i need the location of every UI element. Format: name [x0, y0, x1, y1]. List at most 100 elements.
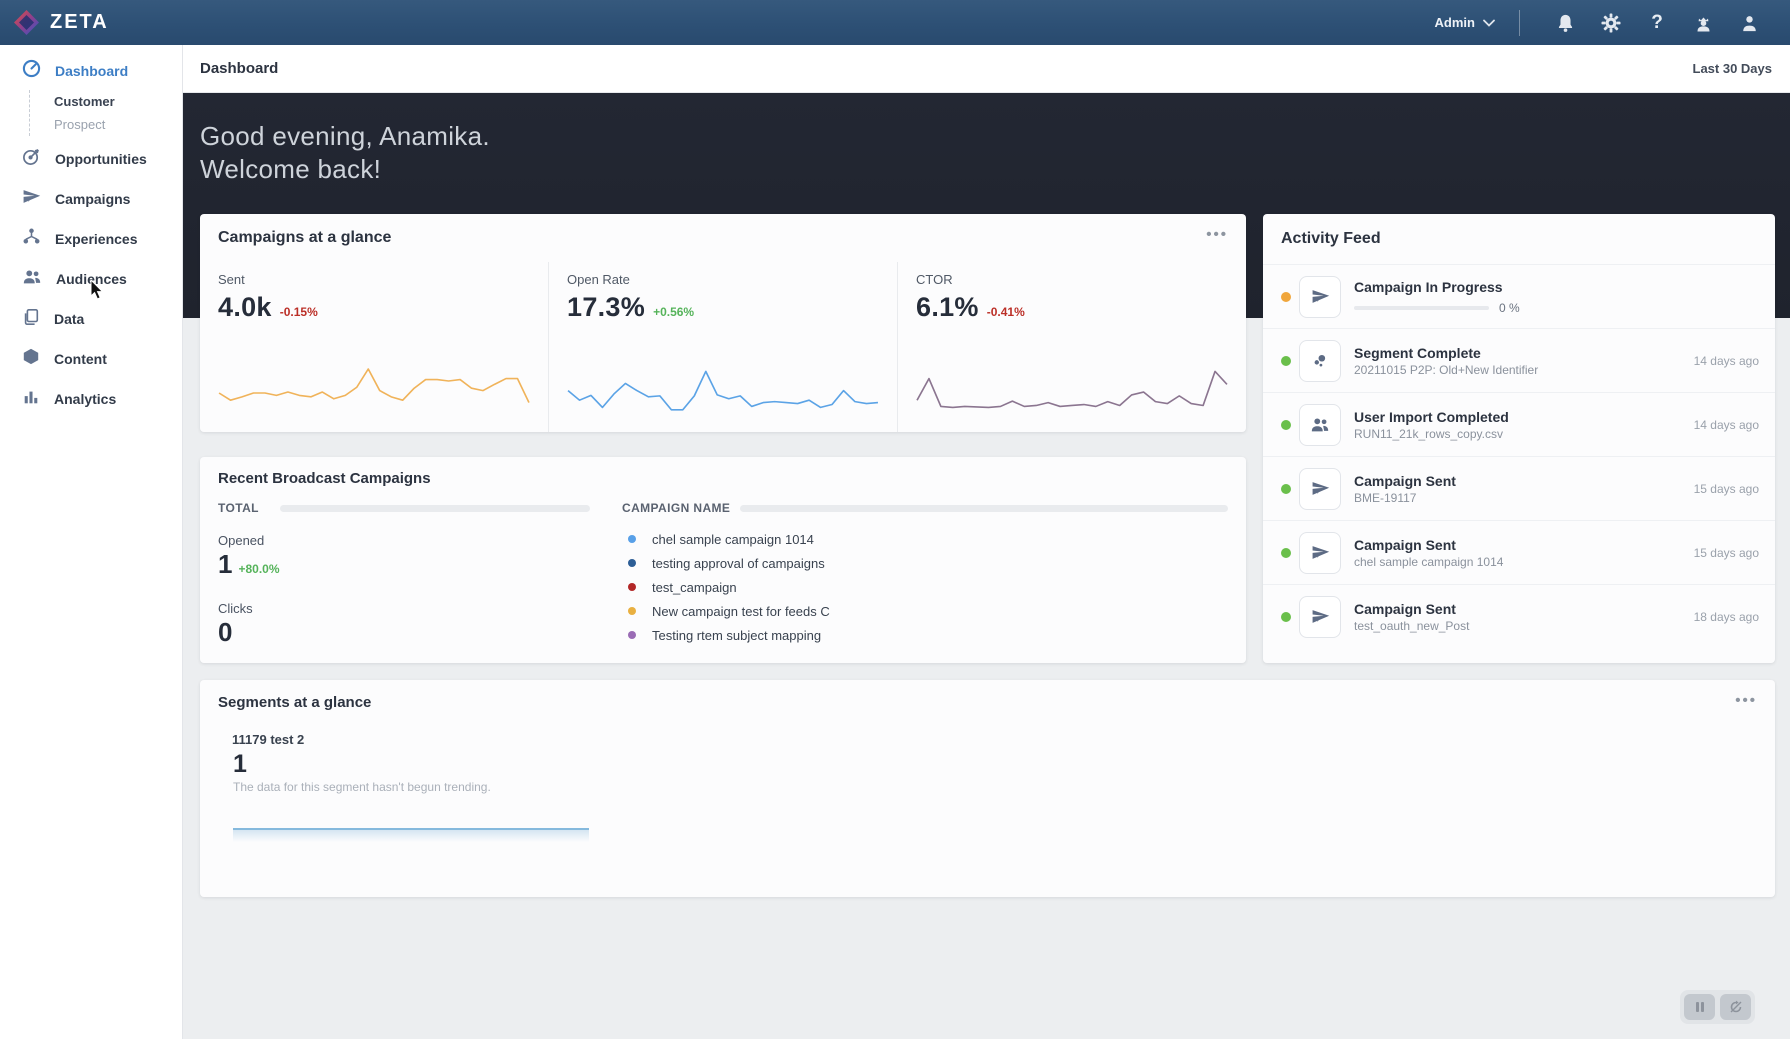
campaign-name-header-bar	[740, 505, 1228, 512]
sidebar-item-campaigns[interactable]: Campaigns	[0, 186, 182, 212]
status-dot	[1281, 291, 1291, 302]
activity-subtitle: chel sample campaign 1014	[1354, 554, 1504, 569]
metric-label: Sent	[218, 272, 245, 287]
users-icon	[1299, 403, 1341, 446]
hierarchy-icon	[22, 227, 41, 251]
activity-title: Campaign Sent	[1354, 600, 1456, 617]
sidebar-subitem-prospect[interactable]: Prospect	[54, 117, 106, 132]
metric-value: 4.0k	[218, 292, 272, 322]
activity-feed-item[interactable]: Campaign Sent chel sample campaign 1014 …	[1263, 520, 1775, 584]
paper-plane-icon	[1299, 531, 1341, 574]
activity-feed-title: Activity Feed	[1281, 230, 1381, 247]
admin-label: Admin	[1434, 15, 1475, 30]
paper-plane-icon	[1299, 595, 1341, 638]
welcome-message: Good evening, Anamika. Welcome back!	[200, 120, 490, 187]
navbar-right: Admin	[1435, 9, 1790, 36]
campaign-list-item[interactable]: testing approval of campaigns	[628, 551, 830, 575]
sidebar-item-data[interactable]: Data	[0, 306, 182, 332]
campaign-list-item[interactable]: Testing rtem subject mapping	[628, 623, 830, 647]
bars-icon	[22, 388, 40, 411]
activity-feed-item[interactable]: Campaign Sent BME-19117 15 days ago	[1263, 456, 1775, 520]
activity-title: Segment Complete	[1354, 344, 1481, 361]
total-column-header: TOTAL	[218, 501, 259, 515]
segment-sparkline	[232, 808, 590, 848]
campaign-name: chel sample campaign 1014	[652, 531, 814, 547]
campaigns-glance-title: Campaigns at a glance	[218, 229, 392, 246]
total-header-bar	[280, 505, 590, 512]
activity-feed-item[interactable]: Campaign Sent test_oauth_new_Post 18 day…	[1263, 584, 1775, 648]
activity-subtitle: 20211015 P2P: Old+New Identifier	[1354, 362, 1539, 377]
campaign-list-item[interactable]: test_campaign	[628, 575, 830, 599]
zeta-logo-icon	[14, 10, 39, 35]
admin-user-icon[interactable]	[1680, 13, 1726, 33]
welcome-line2: Welcome back!	[200, 154, 382, 185]
campaign-name: New campaign test for feeds C	[652, 603, 830, 619]
activity-title: Campaign Sent	[1354, 472, 1456, 489]
clicks-label: Clicks	[218, 601, 253, 616]
activity-feed-item[interactable]: Segment Complete 20211015 P2P: Old+New I…	[1263, 328, 1775, 392]
activity-timestamp: 14 days ago	[1693, 353, 1759, 368]
activity-subtitle: test_oauth_new_Post	[1354, 618, 1470, 633]
segment-name: 11179 test 2	[232, 732, 305, 747]
sidebar-item-audiences[interactable]: Audiences	[0, 266, 182, 292]
target-icon	[22, 147, 41, 171]
opened-delta: +80.0%	[238, 562, 280, 576]
status-dot	[1281, 611, 1291, 622]
paper-plane-icon	[22, 187, 41, 211]
activity-feed-list: Campaign In Progress 0 % Segment Complet…	[1263, 264, 1775, 648]
sidebar-item-experiences[interactable]: Experiences	[0, 226, 182, 252]
metric-ctor: CTOR 6.1% -0.41%	[897, 262, 1246, 432]
campaigns-glance-menu-icon[interactable]: •••	[1206, 226, 1228, 243]
activity-feed-item[interactable]: Campaign In Progress 0 %	[1263, 264, 1775, 328]
campaign-name: testing approval of campaigns	[652, 555, 825, 571]
sidebar-item-label: Analytics	[54, 391, 117, 407]
files-icon	[22, 308, 40, 331]
metric-value: 17.3%	[567, 292, 646, 322]
dashboard-refresh-controls	[1680, 990, 1755, 1024]
refresh-disabled-button[interactable]	[1720, 994, 1751, 1020]
campaign-name-column-header: CAMPAIGN NAME	[622, 501, 731, 515]
metric-open-rate: Open Rate 17.3% +0.56%	[548, 262, 897, 432]
sidebar-item-label: Content	[54, 351, 107, 367]
status-dot	[1281, 483, 1291, 494]
campaign-color-dot	[628, 559, 636, 567]
help-icon[interactable]: ?	[1651, 11, 1663, 33]
campaign-color-dot	[628, 535, 636, 543]
brand[interactable]: ZETA	[0, 9, 109, 36]
settings-icon[interactable]	[1588, 13, 1634, 33]
activity-title: User Import Completed	[1354, 408, 1509, 425]
activity-feed-item[interactable]: User Import Completed RUN11_21k_rows_cop…	[1263, 392, 1775, 456]
campaigns-glance-card: Campaigns at a glance ••• Sent 4.0k -0.1…	[200, 214, 1246, 432]
navbar-divider	[1519, 9, 1520, 36]
sidebar-item-analytics[interactable]: Analytics	[0, 386, 182, 412]
sidebar-item-content[interactable]: Content	[0, 346, 182, 372]
sidebar-item-opportunities[interactable]: Opportunities	[0, 146, 182, 172]
metric-sparkline	[218, 364, 530, 420]
campaign-color-dot	[628, 583, 636, 591]
sidebar-item-dashboard[interactable]: Dashboard	[0, 58, 182, 84]
sidebar-sublist: Customer Prospect	[29, 90, 182, 136]
admin-dropdown[interactable]: Admin	[1435, 15, 1495, 30]
paper-plane-icon	[1299, 467, 1341, 510]
progress-label: 0 %	[1499, 300, 1520, 315]
campaign-list-item[interactable]: New campaign test for feeds C	[628, 599, 830, 623]
segments-glance-menu-icon[interactable]: •••	[1735, 692, 1757, 709]
progress-bar	[1354, 305, 1489, 310]
metrics-row: Sent 4.0k -0.15% Open Rate 17.3% +0.56% …	[200, 262, 1246, 432]
activity-timestamp: 15 days ago	[1693, 545, 1759, 560]
date-range-filter[interactable]: Last 30 Days	[1692, 61, 1773, 76]
metric-value: 6.1%	[916, 292, 979, 322]
campaign-color-dot	[628, 631, 636, 639]
opened-value: 1	[218, 549, 233, 579]
profile-icon[interactable]	[1726, 13, 1772, 33]
welcome-line1: Good evening, Anamika.	[200, 121, 490, 151]
activity-timestamp: 15 days ago	[1693, 481, 1759, 496]
sidebar: Dashboard Customer Prospect Opportunities …	[0, 45, 183, 1039]
status-dot	[1281, 355, 1291, 366]
notifications-icon[interactable]	[1542, 13, 1588, 33]
metric-delta: -0.41%	[986, 305, 1025, 319]
campaign-list-item[interactable]: chel sample campaign 1014	[628, 527, 830, 551]
campaign-name-list: chel sample campaign 1014 testing approv…	[628, 527, 830, 647]
sidebar-subitem-customer[interactable]: Customer	[54, 94, 115, 109]
pause-refresh-button[interactable]	[1684, 994, 1715, 1020]
